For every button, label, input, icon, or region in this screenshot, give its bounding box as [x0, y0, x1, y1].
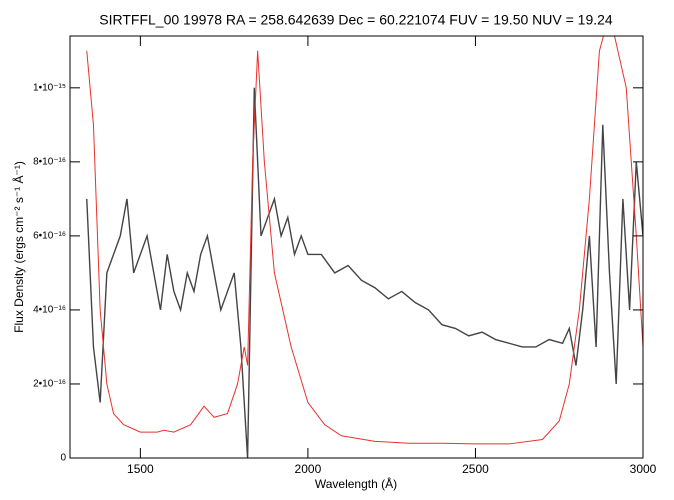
x-tick-label: 1500 [127, 462, 154, 476]
x-tick-label: 3000 [630, 462, 657, 476]
y-tick-label: 4•10⁻¹⁶ [33, 305, 66, 316]
y-tick-label: 0 [60, 453, 66, 464]
x-tick-label: 2500 [462, 462, 489, 476]
y-tick-label: 1•10⁻¹⁵ [33, 82, 66, 93]
y-tick-label: 8•10⁻¹⁶ [33, 157, 66, 168]
series-line [86, 36, 643, 445]
series-line [86, 87, 643, 458]
y-tick-label: 6•10⁻¹⁶ [33, 231, 66, 242]
plot-area [86, 36, 643, 458]
x-axis-label: Wavelength (Å) [315, 476, 397, 491]
chart-title: SIRTFFL_00 19978 RA = 258.642639 Dec = 6… [99, 12, 613, 28]
axes-frame [69, 35, 644, 459]
y-tick-label: 2•10⁻¹⁶ [33, 379, 66, 390]
x-tick-label: 2000 [295, 462, 322, 476]
y-axis-label: Flux Density (ergs cm⁻² s⁻¹ Å⁻¹) [11, 161, 26, 333]
